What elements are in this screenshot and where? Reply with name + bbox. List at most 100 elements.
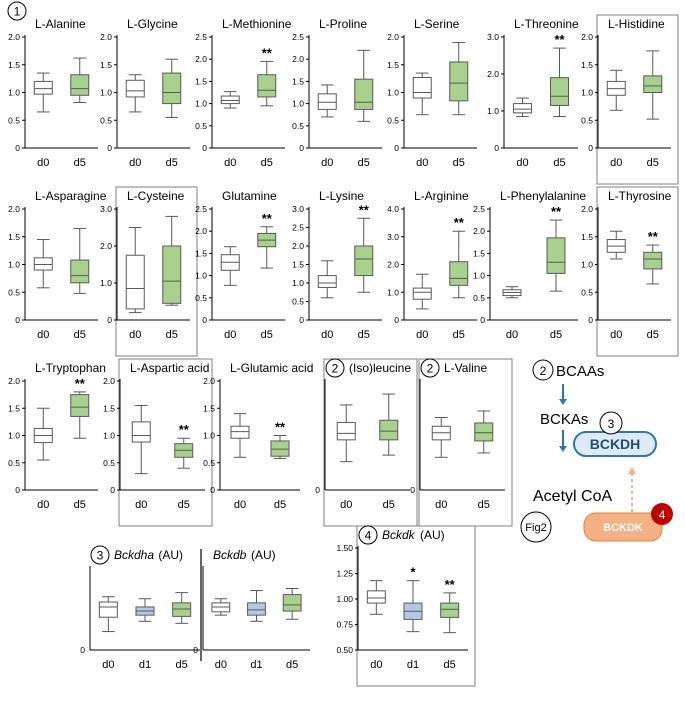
- chart-l-lysine: L-Lysine 0 0.5 1.0 1.5 2.0 2.5 3.0 d0 d5 **: [292, 189, 382, 341]
- bckdh-label: BCKDH: [590, 436, 641, 452]
- y-tick-label: 0.5: [195, 293, 207, 303]
- box-iqr: [412, 77, 432, 99]
- y-tick-label: 1.5: [292, 76, 304, 86]
- box-d5: [70, 391, 90, 439]
- y-tick-label: 0.5: [473, 293, 485, 303]
- box-d5: [354, 217, 374, 293]
- box-d5: [440, 592, 460, 634]
- title-badge-text: 3: [97, 549, 104, 563]
- x-tick-label: d0: [610, 329, 622, 341]
- significance-marker: **: [75, 376, 86, 391]
- y-tick-label: 2.0: [195, 226, 207, 236]
- y-tick-label: 0.5: [203, 458, 215, 468]
- box-iqr: [230, 425, 250, 439]
- panel-label-1: 1: [7, 1, 27, 21]
- y-tick-label: 0: [588, 143, 593, 153]
- y-tick-label: 2.0: [8, 204, 20, 214]
- x-tick-label: d0: [234, 499, 246, 511]
- y-tick-label: 1.0: [581, 88, 593, 98]
- y-tick-label: 0: [394, 315, 399, 325]
- y-tick-label: 1.0: [387, 287, 399, 297]
- chart-l-glutamic-acid: L-Glutamic acid 0 0.5 1.0 1.5 2.0 d0 d5 **: [203, 361, 313, 511]
- box-iqr: [440, 602, 460, 618]
- chart-title: L-Glycine: [127, 17, 178, 31]
- chart--iso-leucine: 2 (Iso)leucine 0 d0 d5: [315, 358, 418, 527]
- chart-title: L-Histidine: [608, 17, 665, 31]
- arrow-head-1: [559, 399, 567, 405]
- chart-bckdha: 3 Bckdha (AU) 0 d0 d1 d5: [80, 545, 200, 671]
- chart-title: L-Thyrosine: [608, 189, 672, 203]
- x-tick-label: d0: [370, 659, 382, 671]
- chart-title: L-Aspartic acid: [130, 361, 209, 375]
- y-tick-label: 1.0: [8, 431, 20, 441]
- y-tick-label: 0.5: [387, 115, 399, 125]
- y-tick-label: 2.0: [581, 32, 593, 42]
- y-tick-label: 1.5: [100, 60, 112, 70]
- y-tick-label: 2.0: [581, 204, 593, 214]
- y-tick-label: 0: [15, 315, 20, 325]
- box-iqr: [70, 394, 90, 417]
- y-tick-label: 1.5: [8, 232, 20, 242]
- y-tick-label: 0.5: [195, 121, 207, 131]
- box-iqr: [449, 261, 469, 286]
- y-tick-label: 2.0: [387, 260, 399, 270]
- y-tick-label: 1.0: [195, 271, 207, 281]
- y-zero-label: 0: [80, 645, 85, 655]
- box-iqr: [550, 77, 569, 106]
- box-iqr: [172, 602, 192, 617]
- box-d5: [162, 58, 182, 118]
- box-d5: [379, 393, 399, 456]
- acetyl-coa-label: Acetyl CoA: [533, 488, 612, 505]
- box-iqr: [412, 287, 432, 300]
- significance-marker: **: [262, 211, 273, 226]
- y-tick-label: 0: [15, 485, 20, 495]
- x-tick-label: d5: [274, 499, 286, 511]
- x-tick-label: d0: [224, 329, 236, 341]
- x-tick-label: d5: [286, 659, 298, 671]
- box-iqr: [336, 421, 356, 441]
- y-tick-label: 0.5: [8, 287, 20, 297]
- box-iqr: [33, 80, 53, 95]
- y-tick-label: 2.0: [487, 69, 499, 79]
- box-d5: [643, 50, 663, 120]
- x-tick-label: d0: [506, 329, 518, 341]
- box-d1: [135, 598, 155, 622]
- box-d0: [131, 405, 151, 475]
- box-d0: [336, 404, 356, 463]
- chart-title: L-Phenylalanine: [500, 189, 586, 203]
- box-iqr: [643, 75, 663, 93]
- y-tick-label: 0.50: [336, 645, 353, 655]
- x-tick-label: d5: [74, 329, 86, 341]
- box-d0: [606, 69, 626, 111]
- y-zero-label: 0: [193, 645, 198, 655]
- box-d5: [354, 49, 374, 122]
- box-d0: [502, 286, 522, 299]
- box-d5: [70, 57, 90, 103]
- y-zero-label: 0: [315, 485, 320, 495]
- x-tick-label: d5: [176, 659, 188, 671]
- y-tick-label: 0: [210, 485, 215, 495]
- y-tick-label: 1.5: [473, 248, 485, 258]
- box-iqr: [354, 245, 374, 277]
- pathway-diagram: 2 BCAAs BCKAs BCKDH 3 Acetyl CoA Fig2 BC…: [520, 359, 673, 543]
- x-tick-label: d5: [647, 329, 659, 341]
- chart-title: L-Tryptophan: [35, 361, 106, 375]
- box-d0: [412, 72, 432, 116]
- box-iqr: [33, 257, 53, 271]
- box-iqr: [474, 422, 494, 442]
- y-tick-label: 2.0: [103, 376, 115, 386]
- chart-l-serine: L-Serine 0 0.5 1.0 1.5 2.0 d0 d5: [387, 17, 477, 169]
- y-tick-label: 3.0: [292, 204, 304, 214]
- y-tick-label: 2.0: [100, 241, 112, 251]
- chart-frame: [115, 186, 198, 357]
- y-tick-label: 2.5: [473, 204, 485, 214]
- title-badge: [420, 358, 440, 378]
- y-tick-label: 1.5: [387, 60, 399, 70]
- x-tick-label: d1: [250, 659, 262, 671]
- box-iqr: [162, 245, 182, 304]
- y-tick-label: 0.5: [581, 287, 593, 297]
- chart-frame: [356, 525, 476, 687]
- chart-l-alanine: L-Alanine 0 0.5 1.0 1.5 2.0 d0 d5: [8, 17, 98, 169]
- chart-title: L-Serine: [414, 17, 460, 31]
